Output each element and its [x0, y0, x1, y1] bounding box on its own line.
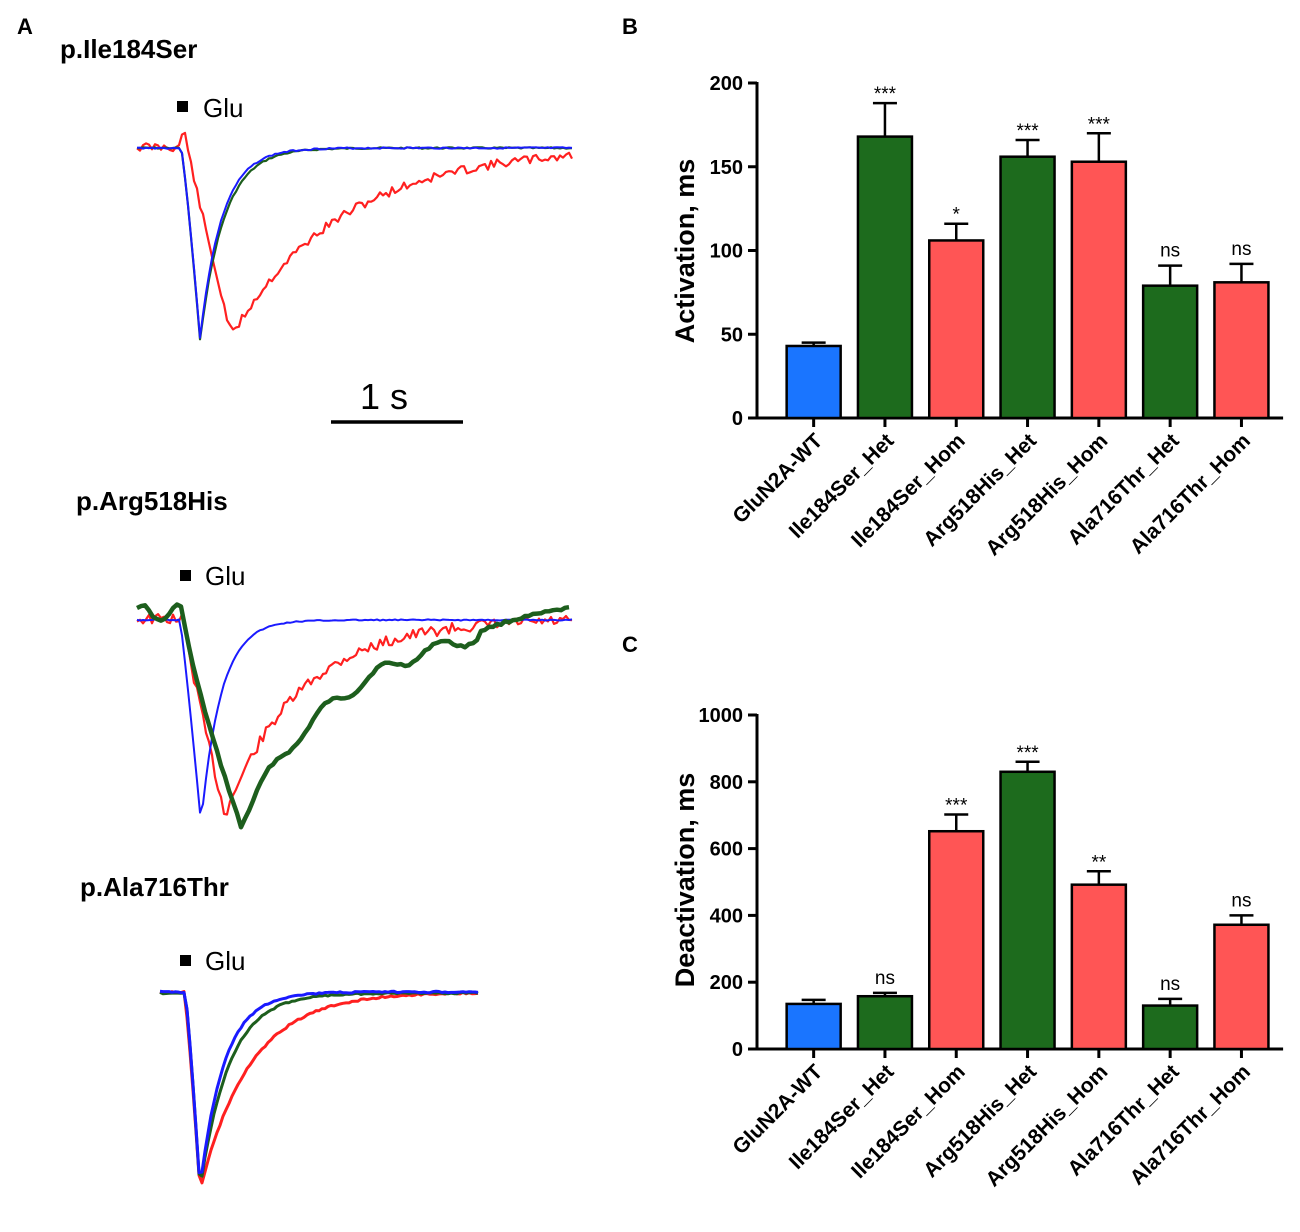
activation-bar [999, 155, 1056, 420]
activation-y-tick-label: 200 [710, 73, 743, 95]
scale-bar-label: 1 s [360, 376, 408, 417]
activation-significance-label: ns [1160, 241, 1180, 262]
glu-marker-1 [177, 101, 188, 112]
deactivation-bar [1213, 923, 1270, 1051]
activation-y-axis-title: Activation, ms [670, 159, 700, 344]
deactivation-significance-label: ns [875, 968, 895, 989]
deactivation-significance-label: *** [1016, 743, 1039, 764]
deactivation-bar [928, 829, 985, 1051]
deactivation-significance-label: ns [1160, 974, 1180, 995]
trace-3-het [159, 990, 479, 1178]
activation-bar [928, 239, 985, 420]
activation-significance-label: *** [1088, 114, 1111, 135]
trace-2-het [136, 602, 570, 830]
activation-bar [785, 344, 842, 420]
deactivation-chart: C Deactivation, ms 02004006008001000GluN… [622, 632, 1284, 1191]
trace-2-wt [136, 618, 573, 814]
deactivation-y-tick-label: 200 [710, 972, 743, 994]
activation-category-label: Ala716Thr_Hom [1126, 429, 1255, 558]
panel-c-letter: C [622, 632, 638, 657]
deactivation-bar [999, 770, 1056, 1051]
activation-bar [1213, 281, 1270, 420]
deactivation-bar [1070, 883, 1128, 1051]
deactivation-significance-label: *** [945, 796, 968, 817]
trace-2-title: p.Arg518His [76, 486, 228, 516]
glu-marker-3 [180, 955, 191, 966]
deactivation-category-label: Arg518His_Hom [981, 1060, 1112, 1191]
activation-significance-label: * [953, 205, 961, 226]
deactivation-significance-label: ** [1091, 852, 1106, 873]
trace-3-wt [159, 989, 479, 1175]
deactivation-significance-label: ns [1231, 890, 1251, 911]
activation-significance-label: *** [1016, 121, 1039, 142]
trace-1-het [136, 146, 573, 341]
deactivation-y-axis-title: Deactivation, ms [670, 773, 700, 988]
deactivation-category-label: Ala716Thr_Hom [1126, 1060, 1255, 1189]
trace-2-hom [136, 613, 573, 816]
activation-y-tick-label: 150 [710, 157, 743, 179]
glu-label-3: Glu [205, 946, 245, 976]
activation-significance-label: ns [1231, 239, 1251, 260]
activation-y-tick-label: 100 [710, 241, 743, 263]
activation-category-label: Arg518His_Hom [981, 429, 1112, 560]
deactivation-y-tick-label: 1000 [699, 705, 744, 727]
deactivation-bar [1141, 1004, 1199, 1051]
trace-3-hom [159, 990, 479, 1185]
deactivation-bar [785, 1002, 842, 1051]
trace-1-title: p.Ile184Ser [60, 34, 197, 64]
deactivation-y-tick-label: 800 [710, 772, 743, 794]
activation-bar [1070, 160, 1128, 420]
deactivation-bar [856, 994, 914, 1051]
trace-3-title: p.Ala716Thr [80, 872, 229, 902]
activation-bar [1141, 284, 1199, 420]
activation-bar [856, 135, 914, 420]
deactivation-y-tick-label: 0 [732, 1039, 743, 1061]
activation-chart: B Activation, ms 050100150200GluN2A-WT**… [622, 14, 1284, 560]
panel-a: A p.Ile184Ser Glu 1 s p.Arg518His Glu p.… [17, 14, 573, 1185]
glu-marker-2 [180, 570, 191, 581]
glu-label-2: Glu [205, 561, 245, 591]
trace-1-hom [136, 131, 573, 331]
panel-a-letter: A [17, 14, 33, 39]
activation-y-tick-label: 0 [732, 408, 743, 430]
deactivation-y-tick-label: 600 [710, 839, 743, 861]
trace-1-wt [136, 146, 573, 339]
activation-y-tick-label: 50 [721, 324, 743, 346]
glu-label-1: Glu [203, 93, 243, 123]
panel-b-letter: B [622, 14, 638, 39]
activation-significance-label: *** [874, 84, 897, 105]
deactivation-y-tick-label: 400 [710, 905, 743, 927]
